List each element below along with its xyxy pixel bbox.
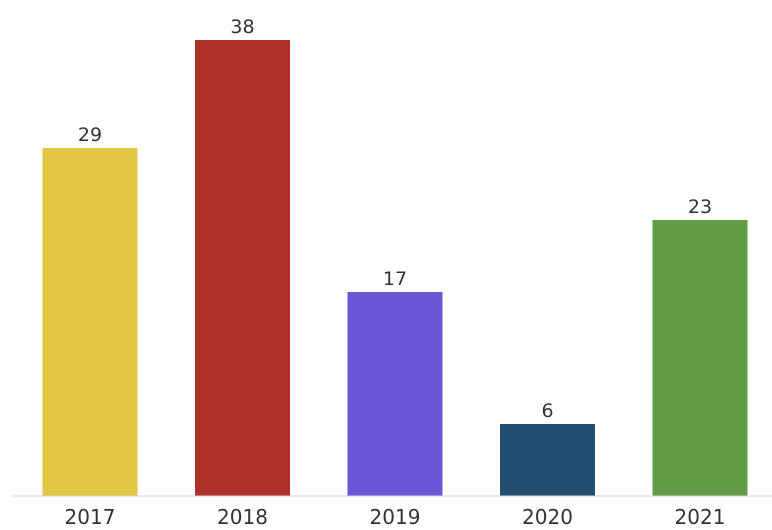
value-label-2019: 17 (383, 268, 407, 290)
bars-group (42, 40, 748, 496)
bar-2020 (500, 424, 595, 496)
x-tick-label-2019: 2019 (370, 505, 421, 529)
x-tick-label-2018: 2018 (217, 505, 268, 529)
value-label-2018: 38 (230, 16, 254, 38)
value-label-2021: 23 (688, 196, 712, 218)
x-tick-labels-group: 2017 2018 2019 2020 2021 (65, 505, 726, 529)
bar-2018 (195, 40, 290, 496)
x-tick-label-2017: 2017 (65, 505, 116, 529)
x-tick-label-2021: 2021 (675, 505, 726, 529)
bar-2019 (347, 292, 443, 496)
value-labels-group: 29 38 17 6 23 (78, 16, 712, 422)
bar-2017 (42, 148, 138, 496)
bar-2021 (652, 220, 748, 496)
x-tick-label-2020: 2020 (522, 505, 573, 529)
value-label-2017: 29 (78, 124, 102, 146)
value-label-2020: 6 (541, 400, 553, 422)
